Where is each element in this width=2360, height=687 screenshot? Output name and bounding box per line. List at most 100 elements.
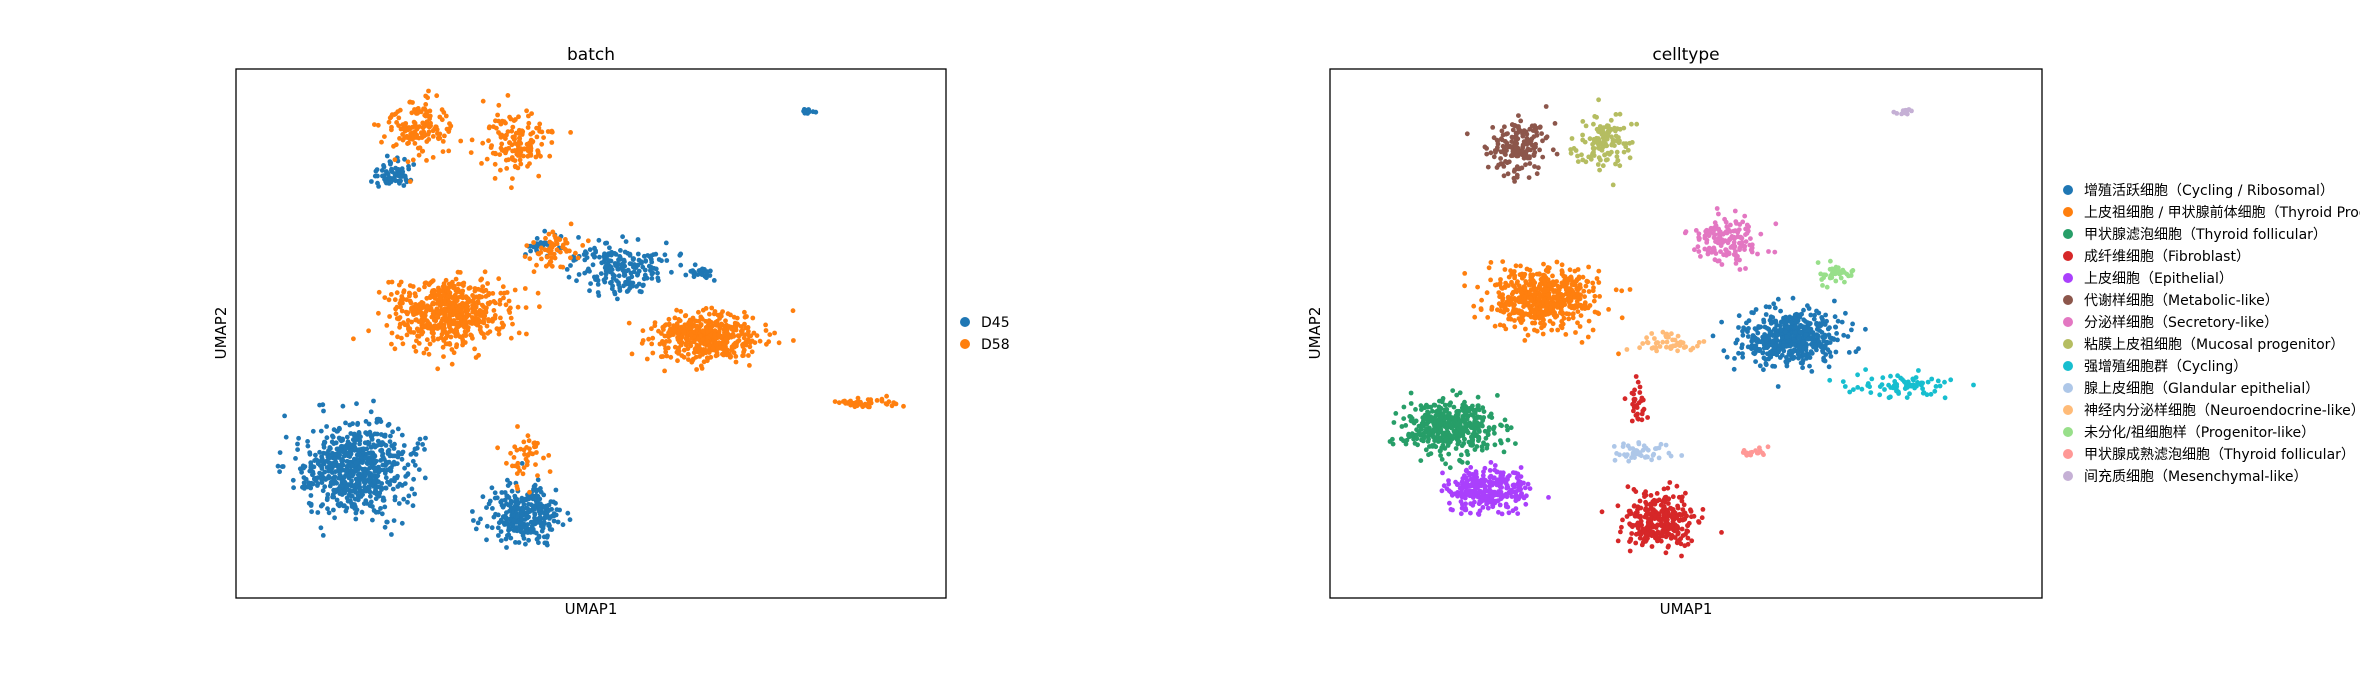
data-point xyxy=(449,347,455,352)
data-point xyxy=(542,520,547,526)
data-point xyxy=(423,435,428,441)
data-point xyxy=(385,423,391,428)
data-point xyxy=(531,269,537,275)
data-point xyxy=(1796,334,1802,340)
data-point xyxy=(1775,384,1781,389)
data-point xyxy=(1558,292,1564,297)
data-point xyxy=(461,333,467,338)
data-point xyxy=(499,490,505,495)
data-point xyxy=(1451,404,1457,410)
data-point xyxy=(678,251,684,257)
data-point xyxy=(483,294,489,299)
data-point xyxy=(518,521,524,526)
data-point xyxy=(518,161,524,167)
data-point xyxy=(422,284,427,290)
data-point xyxy=(1568,298,1574,303)
data-point xyxy=(535,473,540,478)
data-point xyxy=(367,429,373,435)
data-point xyxy=(504,545,509,550)
data-point xyxy=(439,310,445,315)
data-point xyxy=(1592,309,1598,315)
data-point xyxy=(426,137,432,142)
data-point xyxy=(1412,441,1418,446)
data-point xyxy=(401,289,406,295)
data-point xyxy=(308,503,314,508)
data-point xyxy=(438,320,444,326)
data-point xyxy=(1512,284,1517,290)
data-point xyxy=(1524,493,1529,499)
data-point xyxy=(449,361,455,367)
data-point xyxy=(541,492,547,498)
data-point xyxy=(1498,474,1504,479)
data-point xyxy=(505,93,511,98)
data-point xyxy=(1444,430,1449,435)
data-point xyxy=(613,263,618,268)
data-point xyxy=(763,322,768,328)
data-point xyxy=(1463,501,1468,507)
data-point xyxy=(1683,531,1688,537)
data-point xyxy=(525,125,531,130)
data-point xyxy=(1778,308,1783,314)
data-point xyxy=(1504,423,1510,429)
data-point xyxy=(401,496,407,502)
data-point xyxy=(462,318,468,324)
data-point xyxy=(408,329,414,335)
data-point xyxy=(1480,473,1486,478)
data-point xyxy=(595,278,601,283)
data-point xyxy=(1448,415,1454,421)
data-point xyxy=(1475,394,1481,400)
data-point xyxy=(1767,349,1773,355)
data-point xyxy=(511,512,517,518)
data-point xyxy=(1802,325,1808,331)
data-point xyxy=(470,309,476,315)
data-point xyxy=(340,403,346,409)
data-point xyxy=(1579,340,1585,345)
data-point xyxy=(396,115,402,121)
data-point xyxy=(496,130,501,135)
data-point xyxy=(517,157,523,163)
data-point xyxy=(667,338,672,344)
data-point xyxy=(393,311,399,317)
data-point xyxy=(527,140,532,146)
data-point xyxy=(1616,351,1621,357)
data-point xyxy=(558,264,563,270)
data-point xyxy=(640,328,646,334)
data-point xyxy=(370,473,376,478)
data-point xyxy=(1470,403,1475,409)
data-point xyxy=(622,249,628,255)
data-point xyxy=(679,353,685,358)
data-point xyxy=(381,163,386,168)
data-point xyxy=(387,176,393,181)
data-point xyxy=(504,460,509,466)
data-point xyxy=(1827,340,1833,345)
data-point xyxy=(511,455,517,460)
data-point xyxy=(626,276,632,281)
data-point xyxy=(383,475,389,481)
data-point xyxy=(1578,313,1584,318)
legend-label: D45 xyxy=(981,315,1010,331)
data-point xyxy=(1645,415,1650,420)
data-point xyxy=(1736,325,1741,330)
data-point xyxy=(595,282,601,287)
data-point xyxy=(1468,422,1474,427)
data-point xyxy=(1530,272,1536,278)
data-point xyxy=(338,501,344,506)
data-point xyxy=(1492,467,1498,473)
data-point xyxy=(629,351,635,357)
data-point xyxy=(422,475,428,481)
data-point xyxy=(442,133,447,139)
data-point xyxy=(616,257,621,263)
data-point xyxy=(848,402,854,408)
data-point xyxy=(1585,334,1591,340)
data-point xyxy=(492,490,498,496)
data-point xyxy=(704,275,709,281)
data-point xyxy=(446,129,452,135)
data-point xyxy=(635,262,641,268)
legend-label: D58 xyxy=(981,337,1010,353)
data-point xyxy=(721,345,727,350)
data-point xyxy=(568,263,573,268)
data-point xyxy=(544,254,550,260)
data-point xyxy=(509,128,515,134)
data-point xyxy=(410,458,416,464)
data-point xyxy=(352,496,358,502)
